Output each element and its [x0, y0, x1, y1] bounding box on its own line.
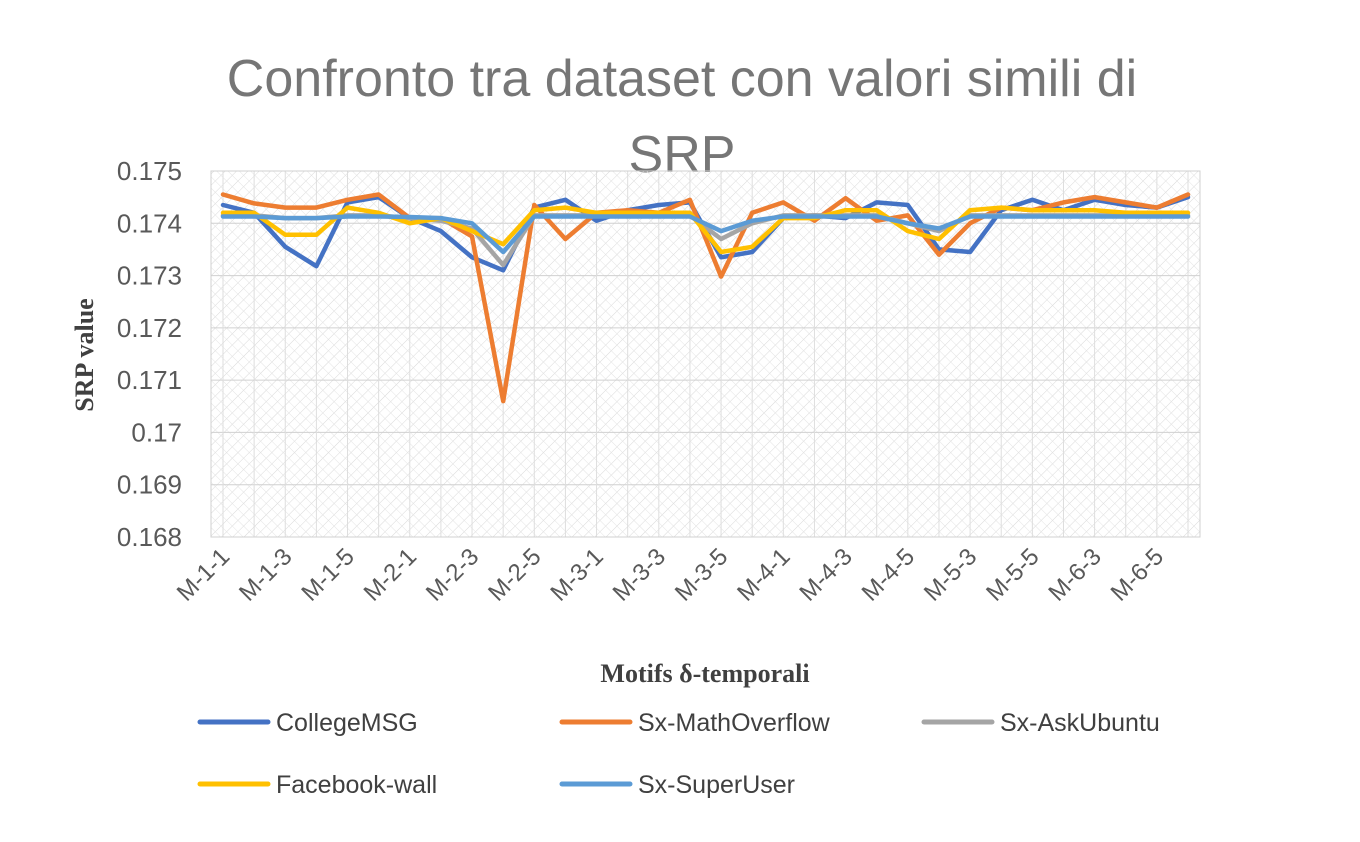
x-tick-label: M-1-1	[172, 543, 235, 606]
x-tick-label: M-2-3	[421, 543, 484, 606]
x-tick-label: M-1-3	[234, 543, 297, 606]
x-axis-label: Motifs δ-temporali	[600, 659, 809, 688]
legend-label-facebook-wall: Facebook-wall	[276, 771, 437, 799]
y-axis-label: SRP value	[70, 298, 99, 411]
y-tick-label: 0.175	[117, 156, 182, 186]
x-tick-label: M-4-3	[794, 543, 857, 606]
y-tick-label: 0.17	[131, 417, 182, 447]
legend-label-sx-mathoverflow: Sx-MathOverflow	[638, 709, 831, 737]
legend: CollegeMSG Sx-MathOverflow Sx-AskUbuntu Fac…	[197, 709, 1160, 799]
legend-label-sx-superuser: Sx-SuperUser	[638, 771, 795, 799]
x-axis-ticks: M-1-1M-1-3M-1-5M-2-1M-2-3M-2-5M-3-1M-3-3…	[172, 543, 1169, 606]
x-tick-label: M-6-5	[1106, 543, 1169, 606]
y-tick-label: 0.173	[117, 261, 182, 291]
x-tick-label: M-6-3	[1043, 543, 1106, 606]
x-tick-label: M-4-5	[857, 543, 920, 606]
y-tick-label: 0.169	[117, 470, 182, 500]
x-tick-label: M-1-5	[296, 543, 359, 606]
series-line-sx-superuser	[220, 214, 1191, 255]
y-axis-ticks: 0.175 0.174 0.173 0.172 0.171 0.17 0.169 0.168	[117, 156, 182, 552]
x-tick-label: M-5-3	[919, 543, 982, 606]
plot-border	[210, 170, 1201, 538]
x-tick-label: M-4-1	[732, 543, 795, 606]
x-tick-label: M-3-3	[608, 543, 671, 606]
grid-lines	[210, 170, 1201, 538]
y-tick-label: 0.174	[117, 208, 182, 238]
x-tick-label: M-5-5	[981, 543, 1044, 606]
x-tick-label: M-3-5	[670, 543, 733, 606]
x-tick-label: M-2-5	[483, 543, 546, 606]
series-lines	[220, 192, 1191, 404]
y-tick-label: 0.171	[117, 365, 182, 395]
legend-label-sx-askubuntu: Sx-AskUbuntu	[1000, 709, 1160, 737]
x-tick-label: M-3-1	[545, 543, 608, 606]
y-tick-label: 0.172	[117, 313, 182, 343]
x-tick-label: M-2-1	[359, 543, 422, 606]
chart-title-line1: Confronto tra dataset con valori simili …	[227, 50, 1137, 108]
legend-label-collegemsg: CollegeMSG	[276, 709, 418, 737]
y-tick-label: 0.168	[117, 522, 182, 552]
